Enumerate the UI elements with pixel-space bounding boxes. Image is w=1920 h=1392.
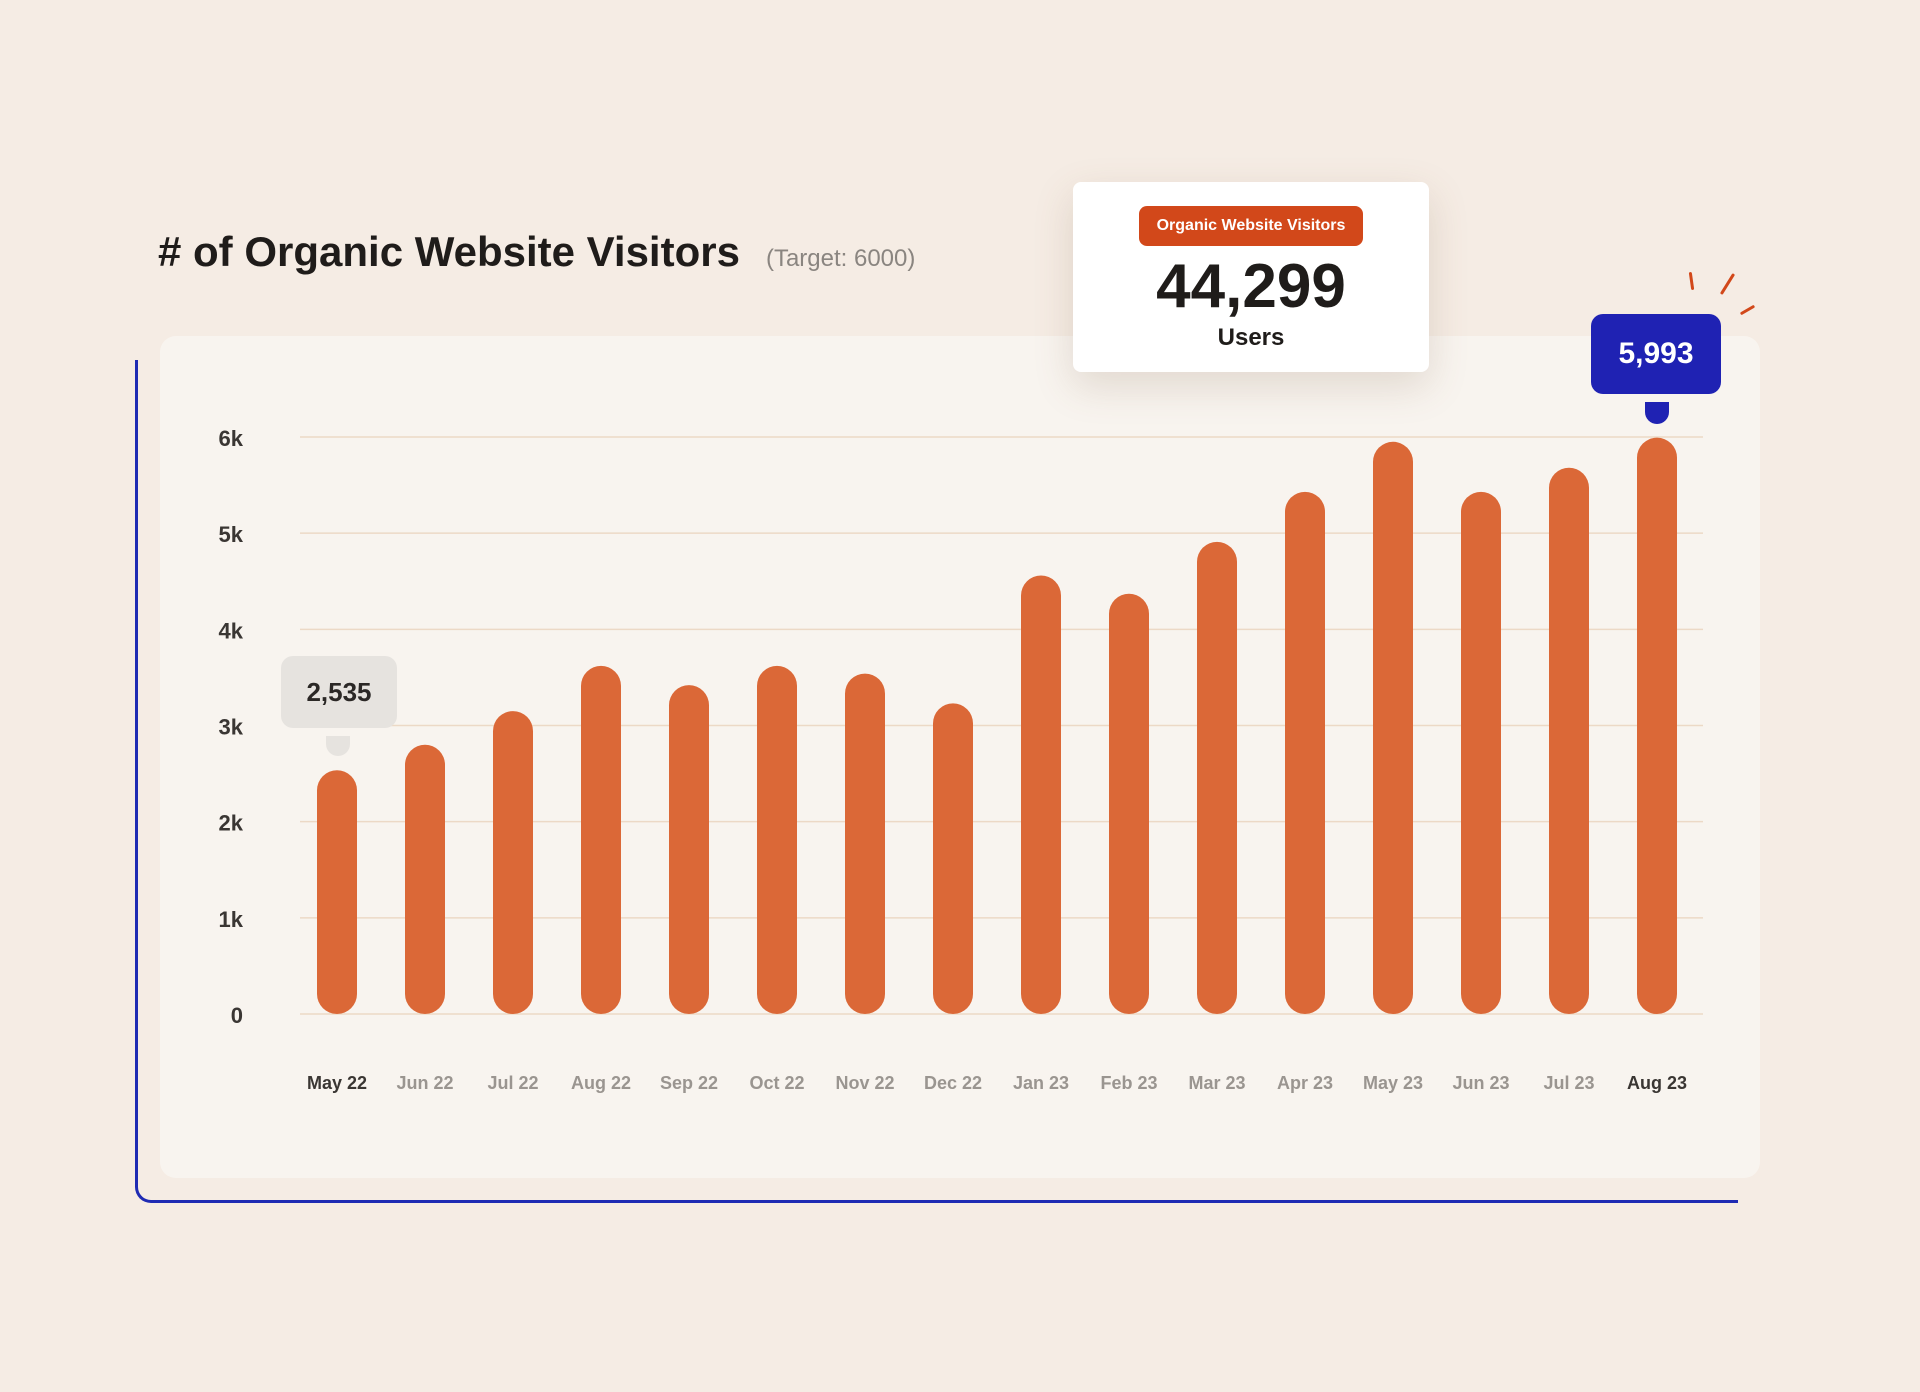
x-tick-label: Nov 22 [835, 1073, 894, 1093]
y-tick-label: 2k [219, 811, 244, 836]
y-tick-label: 5k [219, 522, 244, 547]
x-tick-label: May 23 [1363, 1073, 1423, 1093]
max-value-callout: 5,993 [1591, 314, 1721, 394]
chart-subtitle: (Target: 6000) [765, 245, 916, 272]
y-tick-label: 6k [219, 426, 244, 451]
bar [1461, 491, 1501, 1014]
chart-header: # of Organic Website Visitors (Target: 6… [158, 228, 915, 276]
total-visitors-value: 44,299 [1156, 252, 1346, 321]
x-tick-label: Jun 23 [1452, 1073, 1509, 1093]
bar [581, 665, 621, 1014]
x-tick-label: Sep 22 [660, 1073, 718, 1093]
max-value-callout-pointer [1645, 402, 1669, 424]
bar [1637, 437, 1677, 1014]
y-tick-label: 1k [219, 907, 244, 932]
x-tick-label: Apr 23 [1277, 1073, 1333, 1093]
x-tick-label: May 22 [307, 1073, 367, 1093]
x-tick-label: Dec 22 [924, 1073, 982, 1093]
total-visitors-badge: Organic Website Visitors [1138, 206, 1364, 246]
bar [845, 673, 885, 1014]
min-value-callout: 2,535 [281, 656, 397, 728]
bar [1373, 441, 1413, 1014]
x-tick-label: Jul 22 [487, 1073, 538, 1093]
bar [317, 770, 357, 1014]
chart-title: # of Organic Website Visitors [158, 228, 740, 275]
total-visitors-card: Organic Website Visitors 44,299 Users [1073, 182, 1429, 372]
y-tick-label: 4k [219, 618, 244, 643]
min-value-callout-pointer [326, 736, 350, 756]
x-tick-label: Jul 23 [1543, 1073, 1594, 1093]
bar [405, 744, 445, 1014]
bar [669, 685, 709, 1014]
bar [757, 665, 797, 1014]
bar [1197, 541, 1237, 1014]
x-tick-label: Oct 22 [749, 1073, 804, 1093]
bar [1021, 575, 1061, 1014]
bar [1109, 593, 1149, 1014]
y-tick-label: 0 [231, 1003, 243, 1028]
bar [1549, 467, 1589, 1015]
x-tick-label: Mar 23 [1188, 1073, 1245, 1093]
x-tick-label: Jan 23 [1013, 1073, 1069, 1093]
y-tick-label: 3k [219, 715, 244, 740]
accent-frame [135, 360, 1738, 1203]
x-tick-label: Feb 23 [1100, 1073, 1157, 1093]
x-tick-label: Jun 22 [396, 1073, 453, 1093]
bar [933, 703, 973, 1014]
x-tick-label: Aug 23 [1627, 1073, 1687, 1093]
bar [493, 711, 533, 1014]
x-tick-label: Aug 22 [571, 1073, 631, 1093]
bar [1285, 491, 1325, 1014]
total-visitors-unit: Users [1217, 324, 1285, 351]
